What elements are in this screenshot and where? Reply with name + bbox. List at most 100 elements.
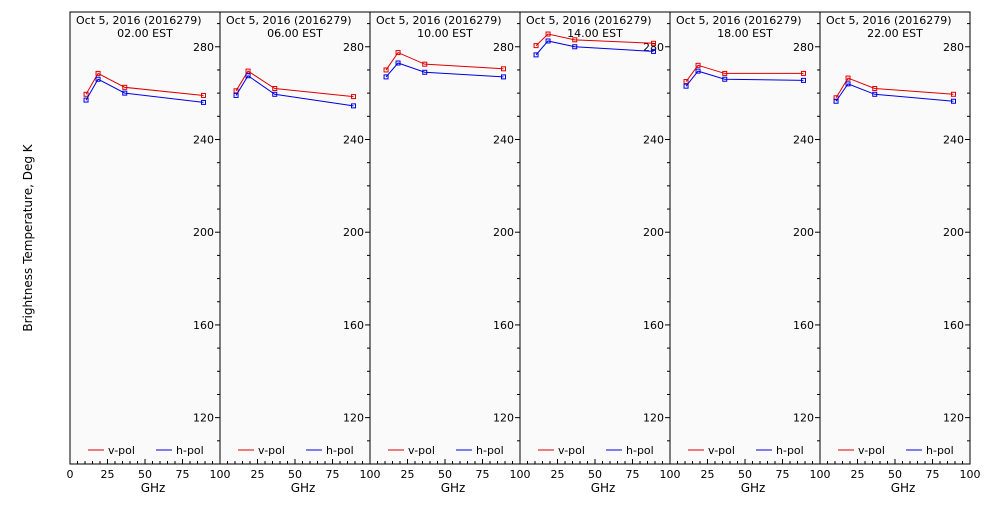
data-point-h-pol <box>572 44 578 50</box>
x-tick-label: 75 <box>476 468 490 481</box>
series-line-v-pol <box>535 33 654 46</box>
legend-label-v-pol: v-pol <box>408 444 435 457</box>
data-point-v-pol <box>683 79 689 85</box>
y-tick-label: 240 <box>793 133 814 146</box>
y-tick-label: 280 <box>193 41 214 54</box>
panel-frame <box>519 11 671 465</box>
data-point-h-pol <box>233 92 239 98</box>
data-point-v-pol <box>501 66 506 72</box>
data-point-h-pol <box>833 98 839 104</box>
data-point-h-pol <box>501 74 506 80</box>
data-point-h-pol <box>422 69 428 75</box>
y-tick-label: 240 <box>493 133 514 146</box>
y-tick-label: 240 <box>343 133 364 146</box>
data-point-v-pol <box>83 91 89 97</box>
y-tick-label: 240 <box>193 133 214 146</box>
x-axis-title: GHz <box>141 481 166 495</box>
x-axis-title: GHz <box>441 481 466 495</box>
data-point-v-pol <box>395 50 401 56</box>
panel-title-time: 06.00 EST <box>267 27 323 40</box>
panel-title-time: 22.00 EST <box>867 27 923 40</box>
x-tick-label: 25 <box>851 468 865 481</box>
data-point-v-pol <box>872 85 878 91</box>
x-tick-label: 50 <box>288 468 302 481</box>
panel-6: Oct 5, 2016 (2016279)22.00 EST 120 160 200 2… <box>819 11 981 495</box>
y-tick-label: 200 <box>193 226 214 239</box>
series-line-h-pol <box>385 62 504 78</box>
data-point-h-pol <box>272 91 278 97</box>
x-tick-label: 75 <box>326 468 340 481</box>
panel-4: Oct 5, 2016 (2016279)14.00 EST 120 160 200 2… <box>519 11 681 495</box>
y-tick-label: 200 <box>343 226 364 239</box>
x-tick-label: 0 <box>67 468 74 481</box>
data-point-v-pol <box>845 75 851 81</box>
y-tick-label: 200 <box>793 226 814 239</box>
y-tick-label: 160 <box>493 319 514 332</box>
legend-label-v-pol: v-pol <box>108 444 135 457</box>
y-tick-label: 120 <box>343 412 364 425</box>
data-point-h-pol <box>351 103 356 109</box>
series-line-v-pol <box>835 77 954 99</box>
data-point-v-pol <box>422 61 428 67</box>
data-point-h-pol <box>951 98 956 104</box>
x-tick-label: 75 <box>626 468 640 481</box>
x-tick-label: 100 <box>660 468 681 481</box>
data-point-v-pol <box>383 67 389 73</box>
panel-title-date: Oct 5, 2016 (2016279) <box>526 14 652 27</box>
data-point-v-pol <box>722 70 728 76</box>
panel-title-date: Oct 5, 2016 (2016279) <box>376 14 502 27</box>
panel-title-date: Oct 5, 2016 (2016279) <box>226 14 352 27</box>
x-tick-label: 100 <box>510 468 531 481</box>
data-point-v-pol <box>245 68 251 74</box>
y-tick-label: 240 <box>643 133 664 146</box>
y-tick-label: 280 <box>643 41 664 54</box>
data-point-h-pol <box>722 76 728 82</box>
data-point-v-pol <box>572 37 578 43</box>
panel-frame <box>369 11 521 465</box>
data-point-h-pol <box>845 81 851 87</box>
x-tick-label: 50 <box>438 468 452 481</box>
y-tick-label: 120 <box>943 412 964 425</box>
x-tick-label: 25 <box>551 468 565 481</box>
series-line-v-pol <box>235 70 354 98</box>
y-tick-label: 200 <box>643 226 664 239</box>
panel-frame <box>69 11 221 465</box>
data-point-h-pol <box>801 77 806 83</box>
data-point-v-pol <box>651 40 656 46</box>
series-line-v-pol <box>85 72 204 96</box>
data-point-v-pol <box>695 62 701 68</box>
y-tick-label: 280 <box>793 41 814 54</box>
legend-label-h-pol: h-pol <box>776 444 804 457</box>
x-tick-label: 50 <box>738 468 752 481</box>
data-point-h-pol <box>83 97 89 103</box>
legend-label-v-pol: v-pol <box>708 444 735 457</box>
data-point-h-pol <box>383 74 389 80</box>
y-tick-label: 120 <box>493 412 514 425</box>
y-tick-label: 240 <box>943 133 964 146</box>
y-tick-label: 120 <box>643 412 664 425</box>
data-point-v-pol <box>951 91 956 97</box>
y-tick-label: 160 <box>643 319 664 332</box>
y-tick-label: 200 <box>943 226 964 239</box>
x-tick-label: 100 <box>810 468 831 481</box>
panel-title-time: 02.00 EST <box>117 27 173 40</box>
data-point-h-pol <box>201 99 206 105</box>
legend-label-h-pol: h-pol <box>176 444 204 457</box>
panel-frame <box>819 11 971 465</box>
y-tick-label: 160 <box>343 319 364 332</box>
data-point-v-pol <box>272 85 278 91</box>
x-tick-label: 75 <box>926 468 940 481</box>
legend-label-h-pol: h-pol <box>476 444 504 457</box>
y-tick-label: 200 <box>493 226 514 239</box>
data-point-h-pol <box>95 76 101 82</box>
panel-title-date: Oct 5, 2016 (2016279) <box>676 14 802 27</box>
x-tick-label: 50 <box>138 468 152 481</box>
y-tick-label: 280 <box>343 41 364 54</box>
data-point-v-pol <box>95 70 101 76</box>
data-point-v-pol <box>201 92 206 98</box>
data-point-v-pol <box>233 88 239 94</box>
legend-label-h-pol: h-pol <box>326 444 354 457</box>
x-tick-label: 75 <box>776 468 790 481</box>
data-point-h-pol <box>395 60 401 66</box>
